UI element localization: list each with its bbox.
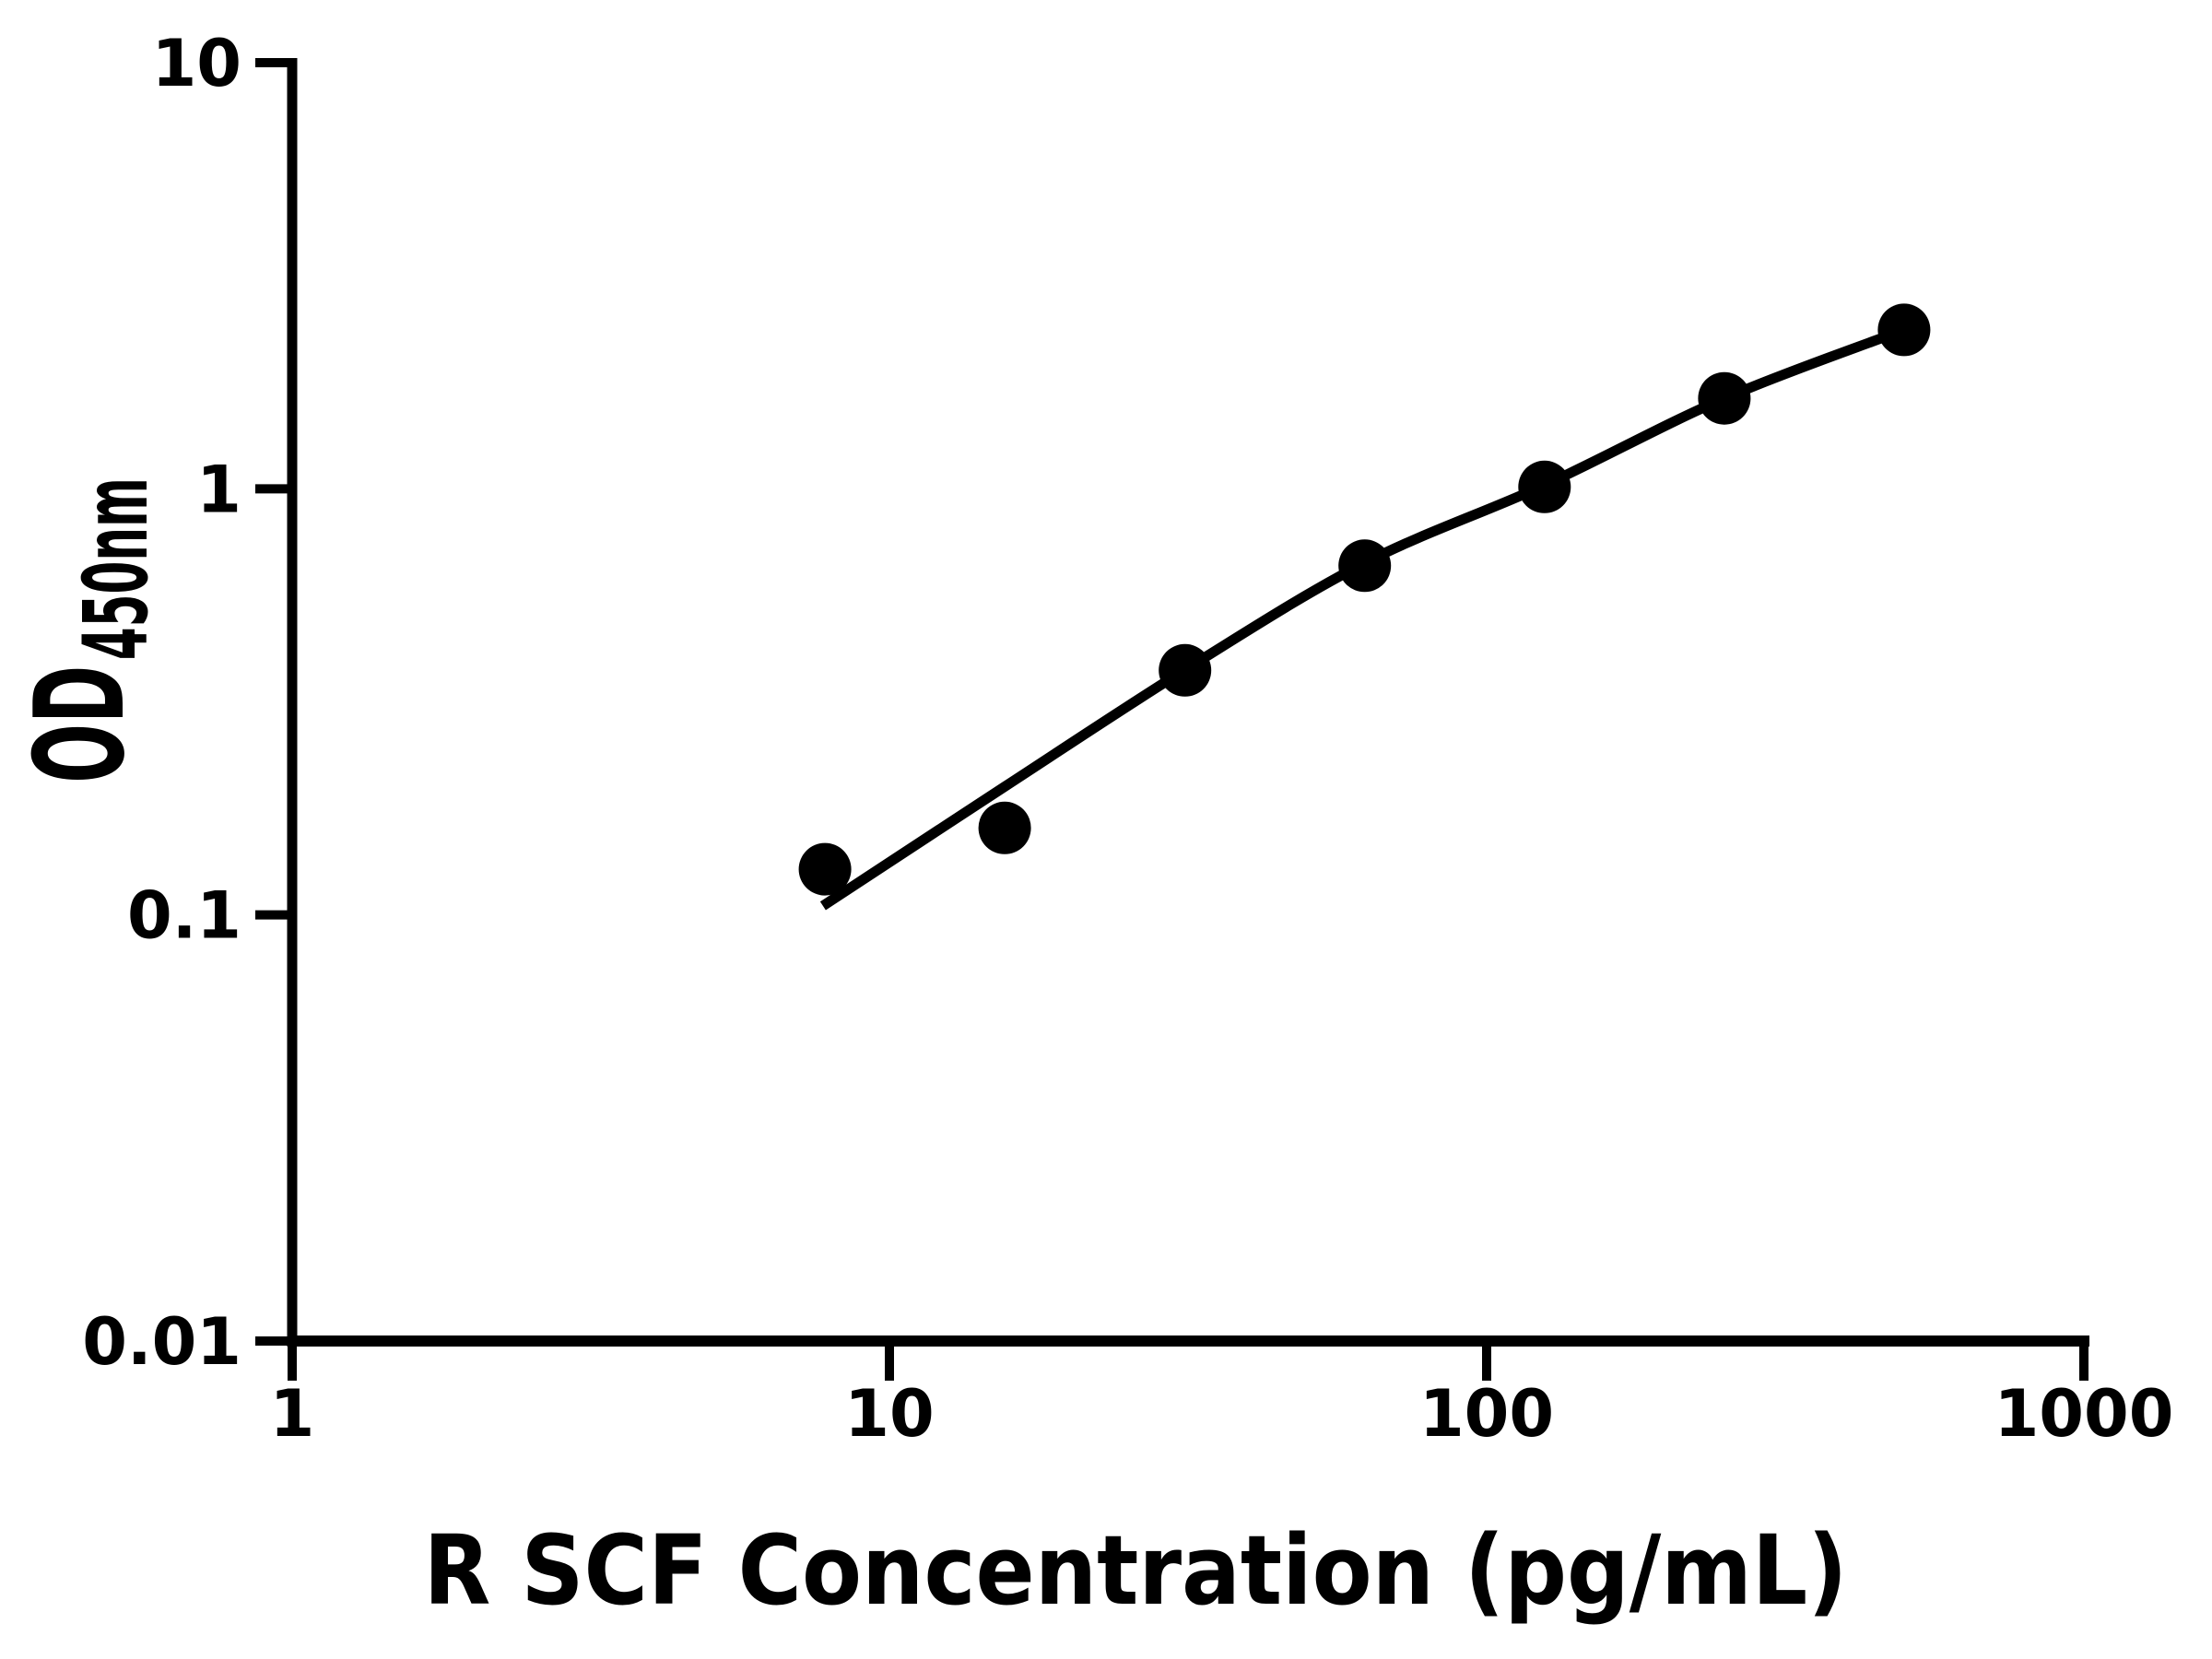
- y-axis-title-subscript: 450nm: [65, 477, 168, 660]
- x-tick-label: 1000: [1994, 1376, 2174, 1452]
- y-tick-label: 1: [196, 452, 241, 527]
- data-points: [798, 303, 1931, 896]
- x-axis-ticks: 1 10 100 1000: [270, 1341, 2174, 1452]
- data-point: [1877, 303, 1931, 357]
- x-tick-label: 10: [844, 1376, 934, 1452]
- y-axis-title: OD 450nm: [8, 477, 168, 783]
- data-point: [978, 801, 1031, 854]
- y-tick-label: 0.01: [82, 1304, 241, 1380]
- x-tick-label: 100: [1419, 1376, 1554, 1452]
- data-point: [1159, 643, 1212, 697]
- x-tick-label: 1: [270, 1376, 315, 1452]
- data-point: [1698, 371, 1751, 425]
- y-axis-ticks: 0.01 0.1 1 10: [82, 26, 288, 1380]
- x-axis-title: R SCF Concentration (pg/mL): [424, 1514, 1848, 1627]
- data-point: [1338, 539, 1392, 593]
- y-tick-label: 0.1: [127, 878, 241, 954]
- data-point: [798, 842, 852, 896]
- y-tick-label: 10: [152, 26, 241, 101]
- data-point: [1518, 460, 1571, 513]
- y-axis-title-main: OD: [8, 665, 152, 783]
- axes: [287, 58, 2089, 1347]
